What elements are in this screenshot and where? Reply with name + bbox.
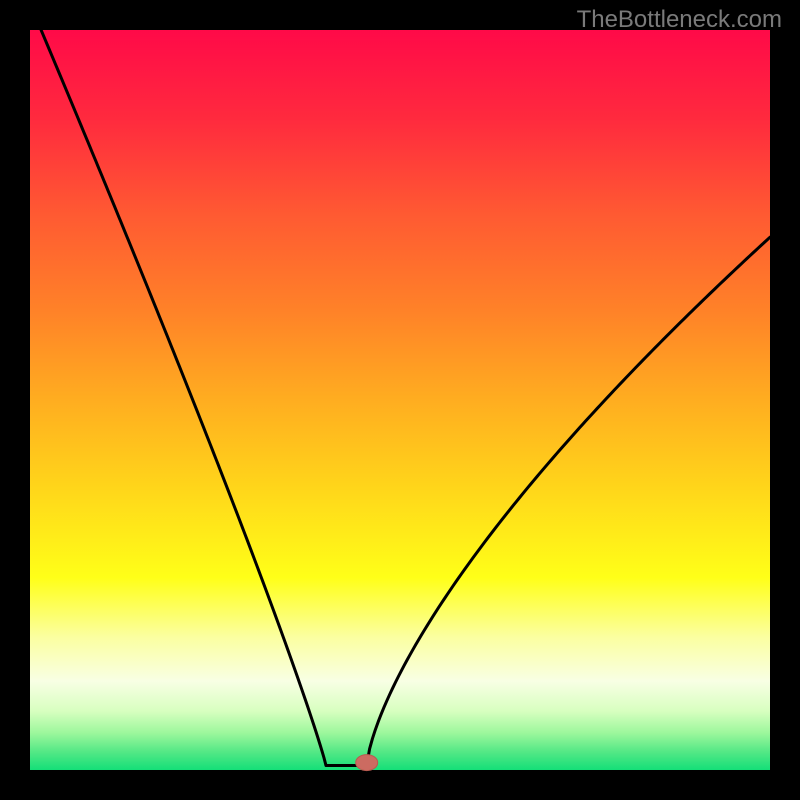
watermark-text: TheBottleneck.com xyxy=(577,6,782,34)
bottleneck-chart xyxy=(0,0,800,800)
optimal-point-marker xyxy=(356,755,378,771)
chart-gradient-area xyxy=(30,30,770,770)
